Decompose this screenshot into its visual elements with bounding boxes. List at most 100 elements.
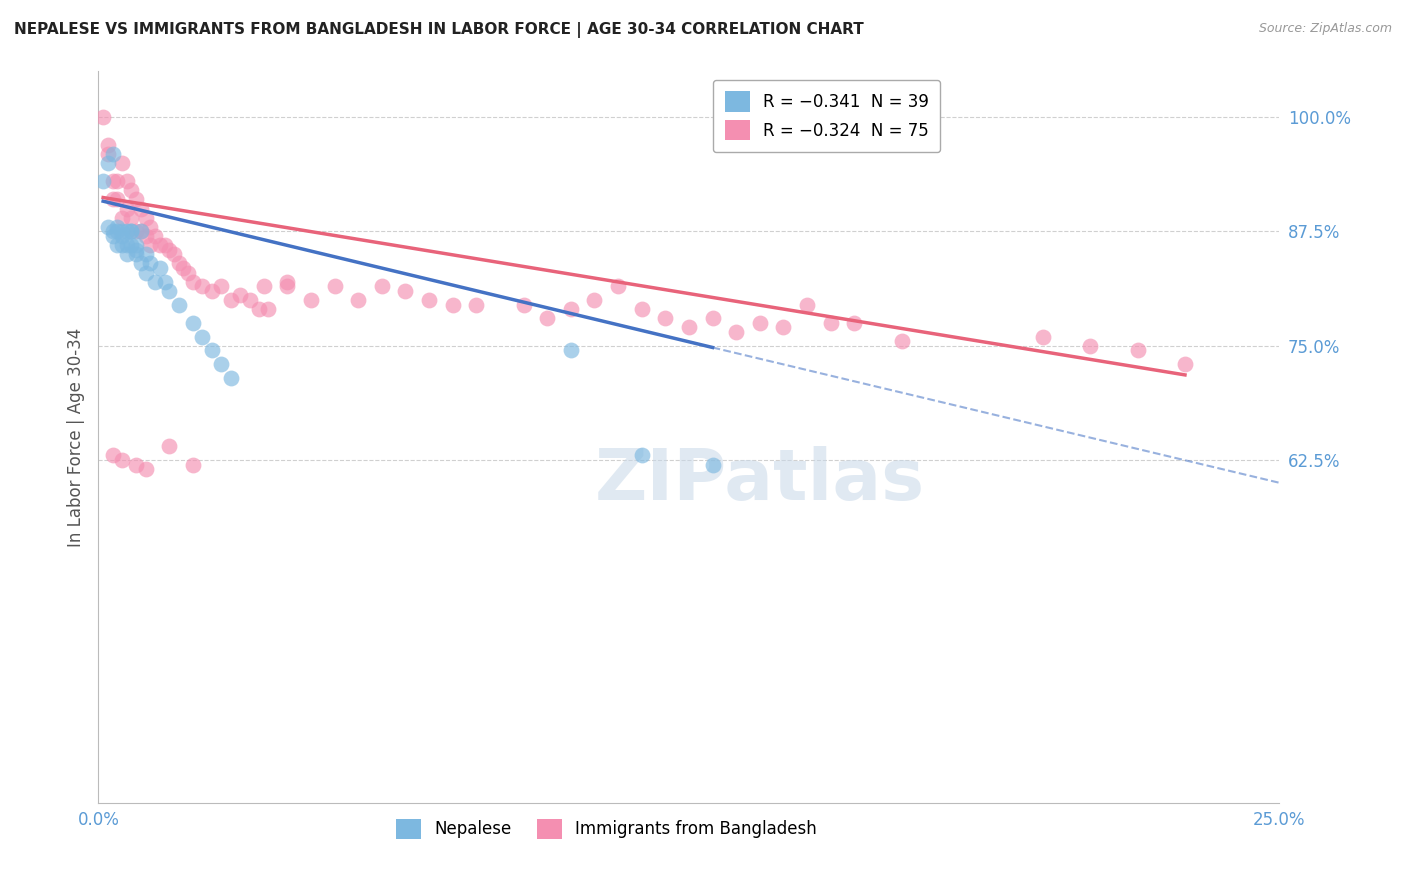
Point [748,316,770,330]
Point [125,224,148,238]
Point [139,219,162,234]
Point [125,458,148,472]
Point [209,357,232,371]
Point [115,174,138,188]
Point [139,238,162,252]
Point [465,297,488,311]
Point [91,110,114,124]
Y-axis label: In Labor Force | Age 30-34: In Labor Force | Age 30-34 [66,327,84,547]
Point [323,279,346,293]
Point [678,320,700,334]
Point [101,449,124,463]
Point [163,247,186,261]
Point [725,325,748,339]
Point [172,260,194,275]
Point [121,224,143,238]
Point [191,279,214,293]
Point [607,279,630,293]
Point [820,316,842,330]
Point [111,228,134,243]
Point [129,202,152,216]
Point [101,224,124,238]
Point [115,247,138,261]
Point [247,301,270,317]
Point [253,279,276,293]
Point [181,316,204,330]
Point [583,293,606,307]
Point [702,458,724,472]
Point [111,453,134,467]
Point [157,439,180,453]
Point [181,275,204,289]
Point [135,247,157,261]
Point [1126,343,1149,358]
Point [101,192,124,206]
Point [536,311,558,326]
Point [129,224,152,238]
Point [239,293,262,307]
Point [125,247,148,261]
Point [97,137,120,152]
Point [121,224,143,238]
Point [630,449,652,463]
Point [135,211,157,225]
Point [111,211,134,225]
Point [125,238,148,252]
Point [135,462,157,476]
Point [299,293,322,307]
Point [844,316,866,330]
Point [394,284,416,298]
Point [219,370,242,384]
Point [209,279,232,293]
Point [177,266,200,280]
Point [121,238,143,252]
Legend: Nepalese, Immigrants from Bangladesh: Nepalese, Immigrants from Bangladesh [389,812,824,846]
Point [191,329,214,343]
Text: Source: ZipAtlas.com: Source: ZipAtlas.com [1258,22,1392,36]
Point [347,293,370,307]
Point [115,202,138,216]
Point [257,301,280,317]
Point [167,297,190,311]
Point [201,343,224,358]
Point [101,228,124,243]
Point [167,256,190,270]
Point [371,279,394,293]
Point [149,260,172,275]
Point [153,238,176,252]
Point [135,266,157,280]
Text: ZIPatlas: ZIPatlas [595,447,925,516]
Point [105,174,128,188]
Point [129,224,152,238]
Point [105,219,128,234]
Point [143,228,166,243]
Point [1174,357,1197,371]
Point [121,183,143,197]
Point [276,275,298,289]
Point [105,224,128,238]
Point [143,275,166,289]
Point [890,334,912,348]
Point [181,458,204,472]
Point [157,284,180,298]
Point [630,301,652,317]
Point [560,301,582,317]
Point [157,243,180,257]
Point [229,288,252,302]
Point [111,238,134,252]
Point [105,238,128,252]
Point [97,155,120,169]
Point [149,238,172,252]
Point [702,311,724,326]
Point [1032,329,1054,343]
Point [1080,339,1102,353]
Point [115,238,138,252]
Point [97,146,120,161]
Point [129,256,152,270]
Point [111,224,134,238]
Point [560,343,582,358]
Point [101,146,124,161]
Point [276,279,298,293]
Point [111,155,134,169]
Point [772,320,794,334]
